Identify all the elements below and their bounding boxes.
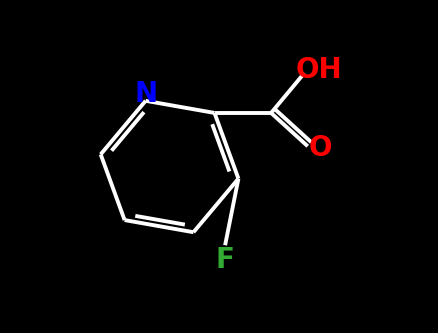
Text: OH: OH — [295, 56, 342, 84]
Text: F: F — [215, 246, 234, 274]
Text: N: N — [134, 80, 157, 108]
Text: O: O — [308, 134, 332, 162]
